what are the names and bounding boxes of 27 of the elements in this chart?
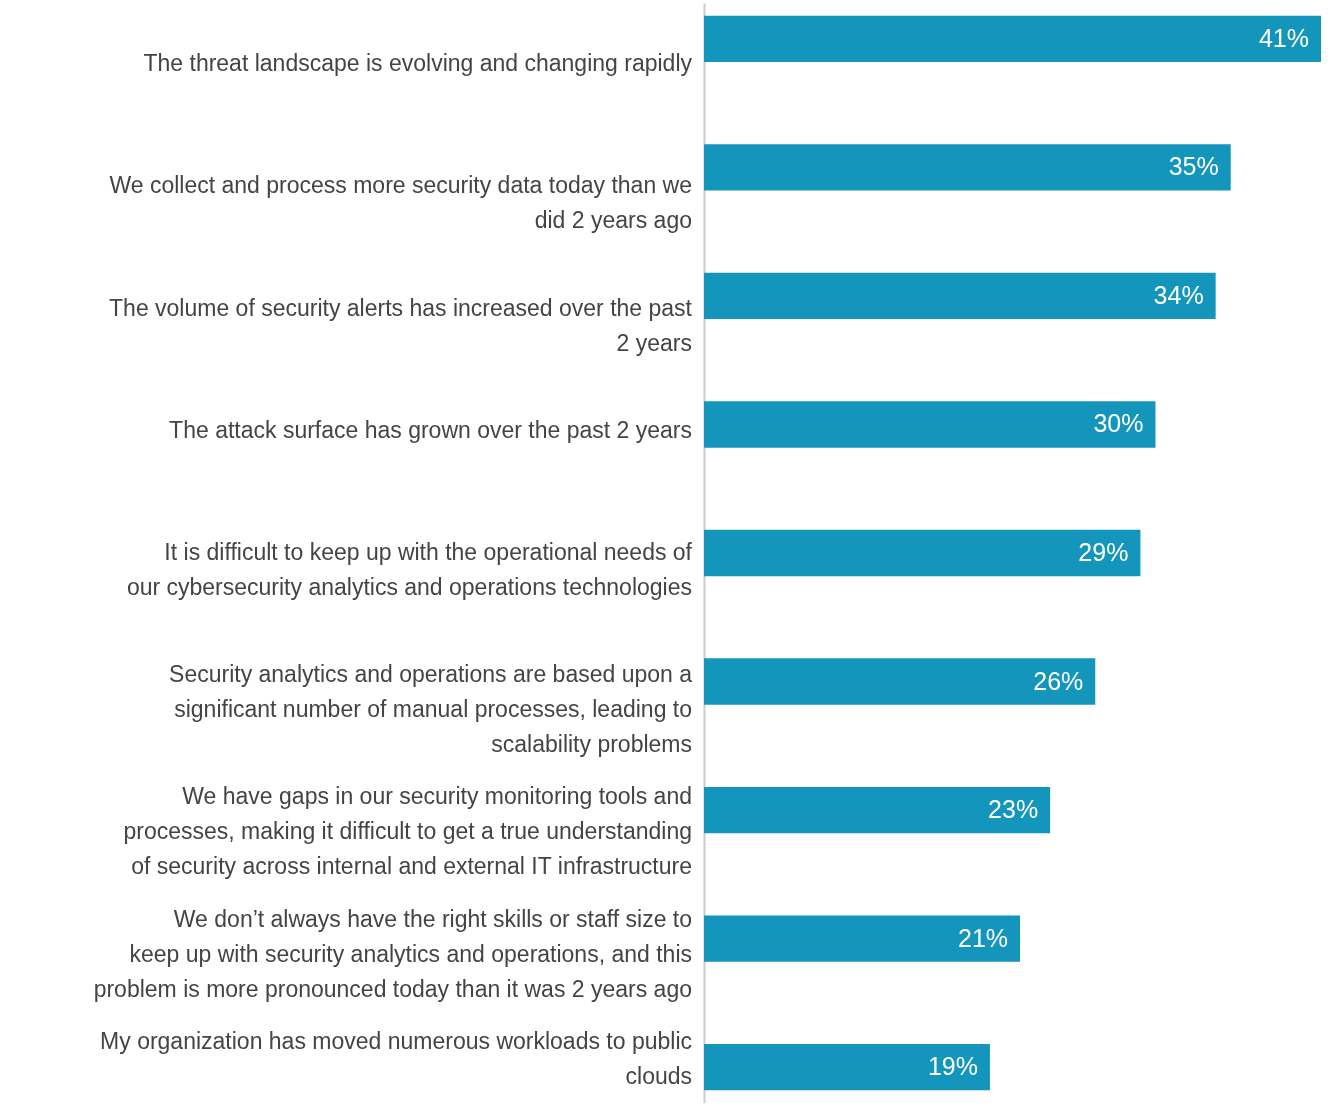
data-label: 30% — [1093, 409, 1144, 438]
data-label: 21% — [957, 923, 1009, 952]
data-label: 29% — [1078, 538, 1129, 566]
data-label: 23% — [988, 795, 1039, 824]
bar — [704, 401, 1156, 448]
bar — [704, 1043, 990, 1091]
data-label: 19% — [927, 1052, 978, 1081]
y-tick-label: The volume of security alerts has increased over the past 2 years — [109, 294, 693, 356]
bar — [704, 786, 1051, 834]
y-tick-label: The threat landscape is evolving and changing rapidly — [143, 50, 693, 77]
y-tick-label: We don’t always have the right skills or staff size to keep up with security analytics and operations, and this problem is more pronounced today than it was 2 years ago — [93, 905, 692, 1002]
bar — [704, 272, 1216, 320]
bar — [704, 915, 1021, 962]
bar — [704, 658, 1096, 705]
y-tick-label: We collect and process more security data today than we did 2 years ago — [109, 172, 692, 234]
y-tick-label: It is difficult to keep up with the operational needs of our cybersecurity analytics and operations technologies — [126, 539, 693, 600]
data-label: 35% — [1168, 152, 1219, 181]
bar — [704, 144, 1231, 191]
y-tick-label: The attack surface has grown over the past 2 years — [169, 416, 692, 443]
bar — [704, 15, 1321, 63]
data-label: 26% — [1033, 666, 1084, 695]
y-tick-label: Security analytics and operations are based upon a significant number of manual processes, leading to scalability problems — [169, 661, 693, 758]
data-label: 34% — [1153, 280, 1204, 309]
y-tick-label: We have gaps in our security monitoring tools and processes, making it difficult to get a true understanding of security across internal and external IT infrastructure — [123, 783, 692, 880]
data-label: 41% — [1258, 23, 1309, 52]
bar — [704, 529, 1141, 577]
y-tick-label: My organization has moved numerous workloads to public clouds — [100, 1027, 692, 1089]
